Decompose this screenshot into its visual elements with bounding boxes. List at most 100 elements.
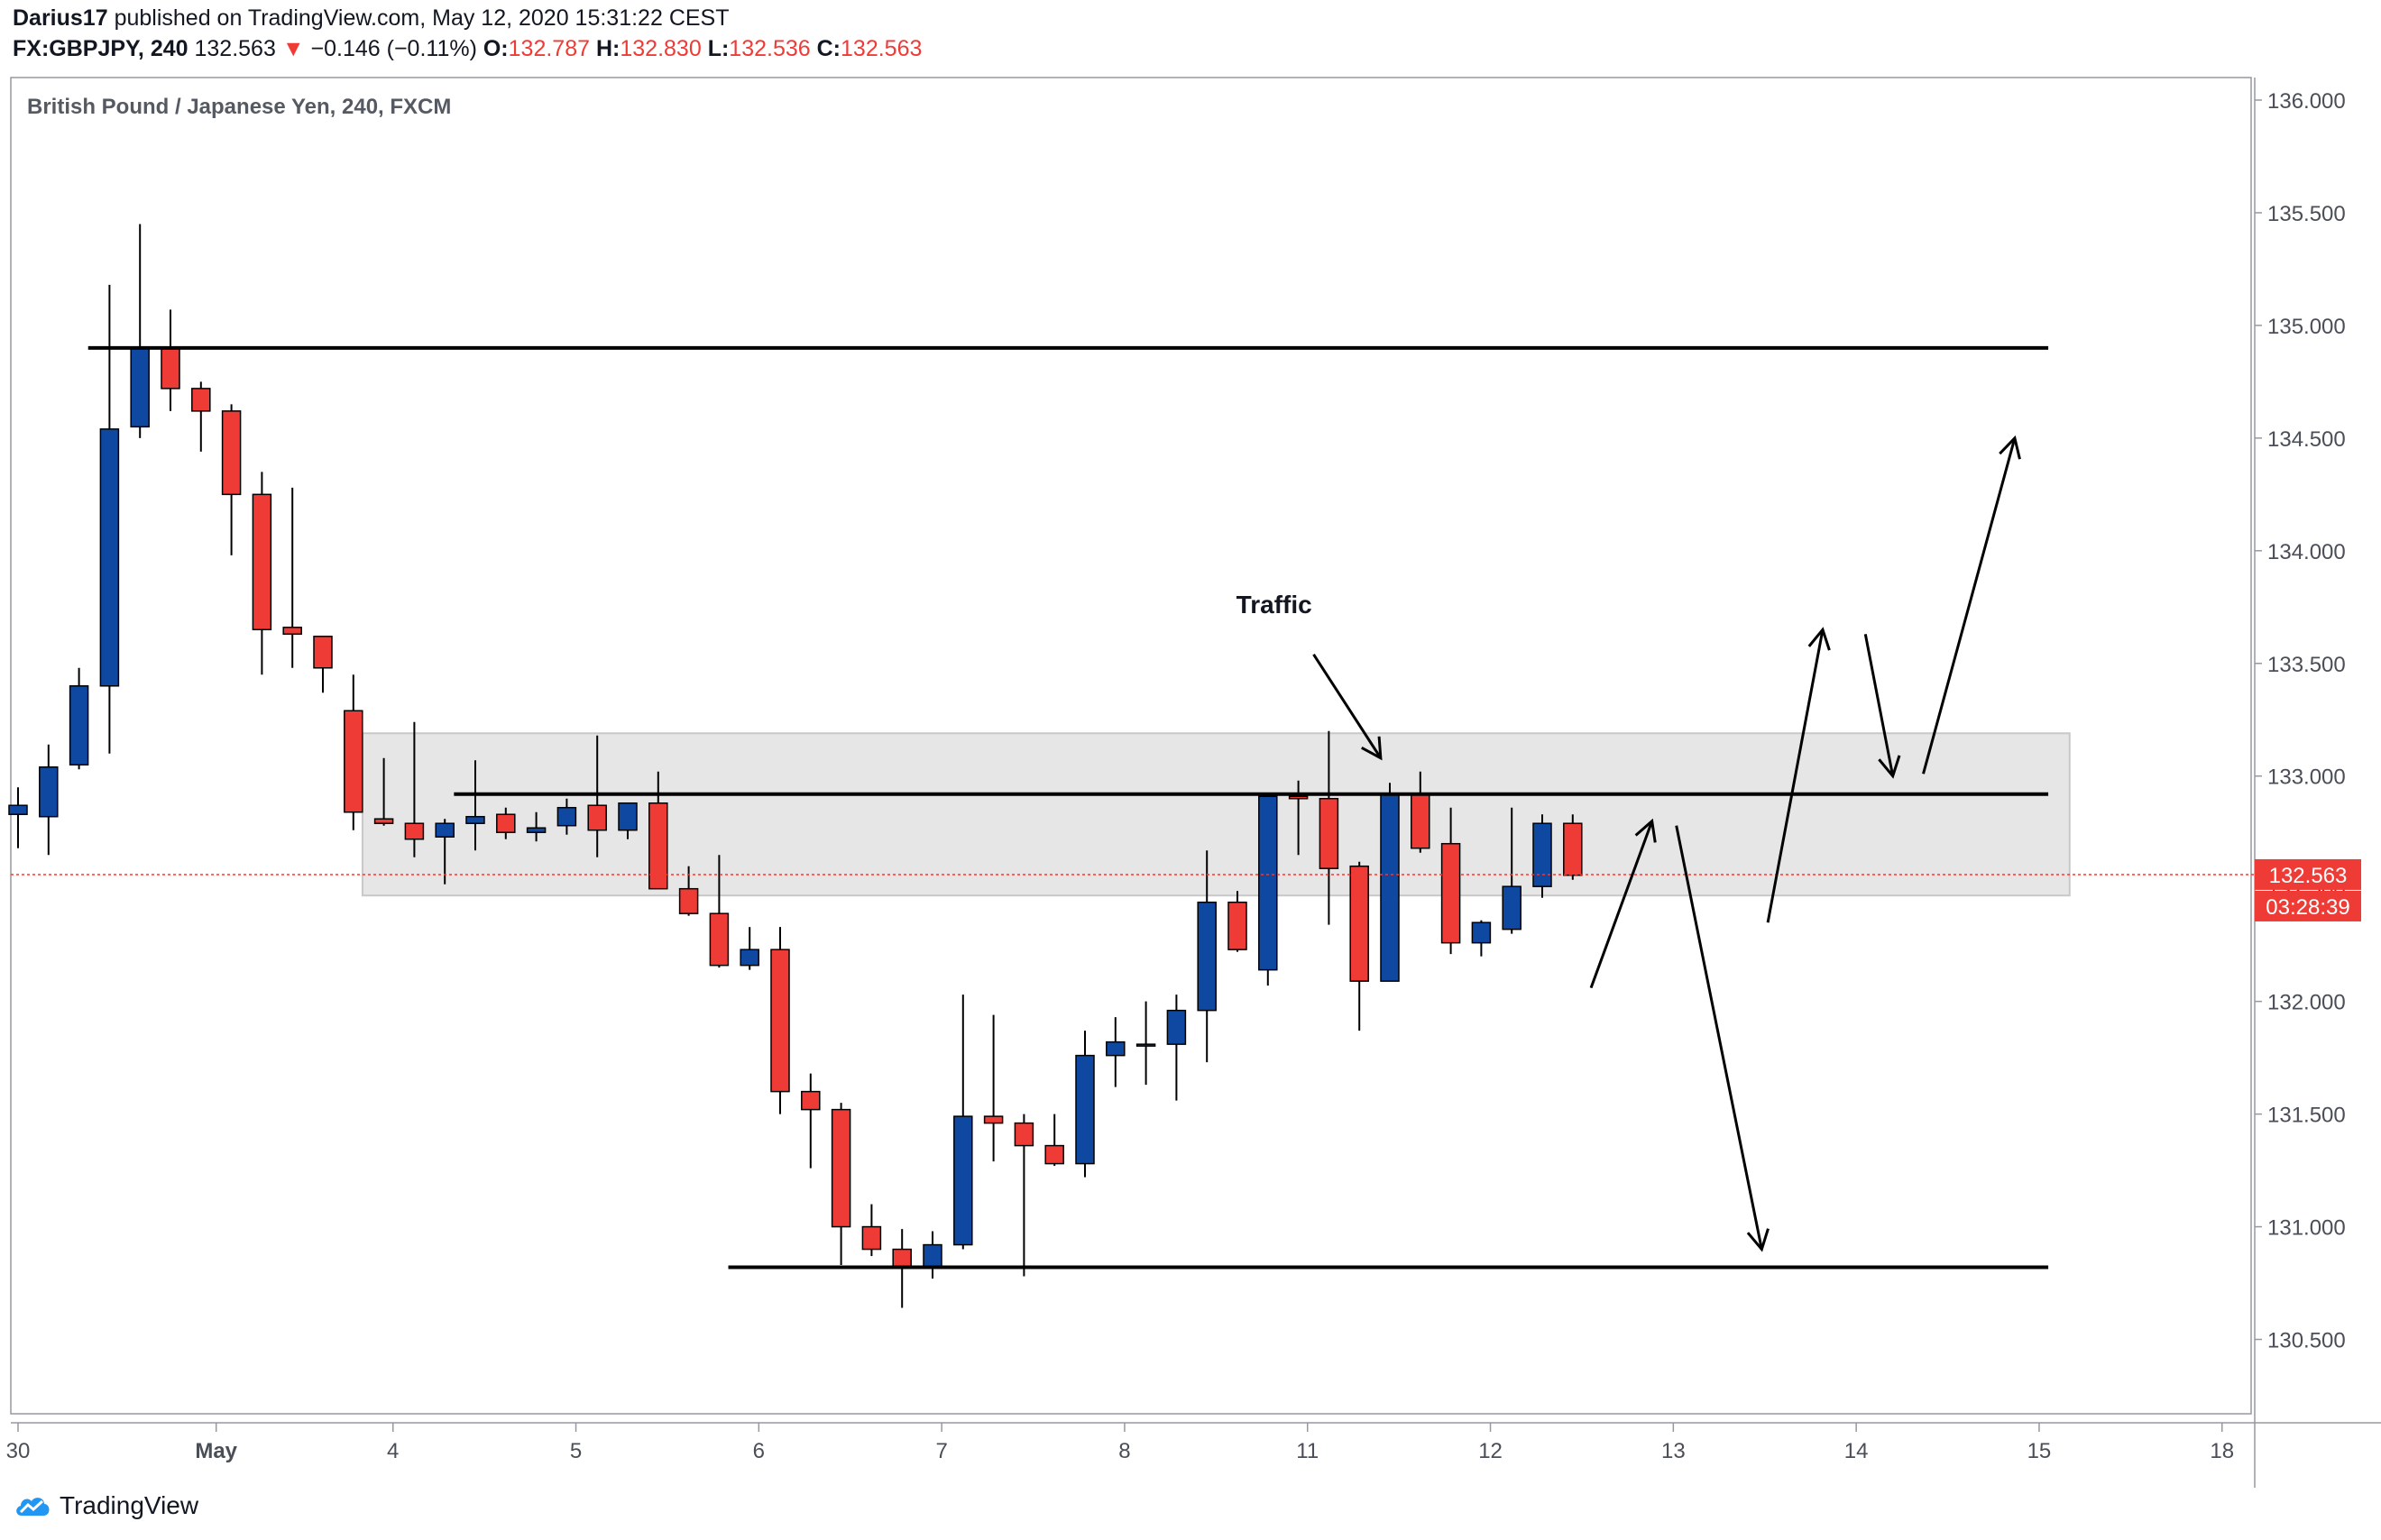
- candle-body: [313, 636, 333, 669]
- time-tick-label: 12: [1478, 1439, 1503, 1463]
- candle-body: [983, 1115, 1004, 1124]
- candle-body: [770, 949, 790, 1093]
- candle-body: [1532, 822, 1552, 887]
- candle-body: [1014, 1122, 1034, 1147]
- candle-body: [1471, 921, 1492, 944]
- price-tick-label: 131.500: [2267, 1104, 2346, 1128]
- candle-body: [1563, 822, 1583, 876]
- time-tick-label: 5: [570, 1439, 582, 1463]
- chart-title: British Pound / Japanese Yen, 240, FXCM: [27, 95, 452, 119]
- candle-body: [648, 802, 668, 890]
- price-tick-label: 135.000: [2267, 315, 2346, 339]
- time-tick-label: 30: [6, 1439, 31, 1463]
- low-value: 132.536: [729, 36, 811, 61]
- candle-body: [344, 710, 363, 813]
- traffic-arrow: [1312, 653, 1383, 761]
- candle-body: [1135, 1043, 1156, 1047]
- drop-arrow: [1675, 825, 1770, 1252]
- candle-body: [1380, 793, 1400, 982]
- candle-body: [1440, 842, 1461, 944]
- retest-arrow: [1863, 634, 1901, 779]
- plot-frame: [10, 77, 2252, 1415]
- price-tick-label: 130.500: [2267, 1329, 2346, 1353]
- time-tick-label: 18: [2210, 1439, 2234, 1463]
- candle-body: [404, 822, 425, 840]
- candle-body: [556, 806, 577, 827]
- candle-body: [923, 1243, 942, 1269]
- candle-body: [1166, 1009, 1187, 1045]
- publisher-name[interactable]: Darius17: [13, 5, 108, 31]
- candle-body: [1319, 797, 1339, 869]
- candle-body: [953, 1115, 973, 1246]
- price-tick-label: 131.000: [2267, 1216, 2346, 1241]
- candle-body: [1258, 795, 1278, 971]
- candle-body: [709, 912, 730, 967]
- tradingview-logo[interactable]: TradingView: [13, 1491, 198, 1520]
- symbol-info: FX:GBPJPY, 240 132.563 ▼ −0.146 (−0.11%)…: [13, 36, 922, 62]
- price-tick-label: 134.500: [2267, 427, 2346, 452]
- candle-body: [191, 388, 211, 412]
- candle-body: [161, 347, 180, 390]
- target-arrow: [1922, 435, 2021, 775]
- candle-body: [282, 627, 302, 636]
- time-tick-label: 7: [935, 1439, 947, 1463]
- symbol-label: FX:GBPJPY, 240: [13, 36, 188, 61]
- price-tick-label: 134.000: [2267, 540, 2346, 564]
- close-value: 132.563: [841, 36, 923, 61]
- time-tick-label: 13: [1661, 1439, 1686, 1463]
- last-price-tag: [2255, 858, 2361, 890]
- price-change: −0.146 (−0.11%): [310, 36, 477, 61]
- candle-body: [435, 822, 455, 838]
- candle-body: [831, 1108, 851, 1228]
- open-label: O:: [483, 36, 509, 61]
- candle-body: [496, 813, 516, 833]
- time-tick-label: 15: [2027, 1439, 2052, 1463]
- candle-body: [221, 410, 242, 496]
- time-tick-label: 6: [753, 1439, 765, 1463]
- time-tick-label: 4: [387, 1439, 399, 1463]
- candle-body: [1411, 793, 1430, 849]
- price-tick-label: 133.500: [2267, 653, 2346, 677]
- candle-body: [1106, 1040, 1126, 1057]
- candle-body: [892, 1248, 912, 1269]
- candle-body: [39, 765, 59, 818]
- candle-body: [1075, 1054, 1095, 1165]
- last-price: 132.563: [194, 36, 276, 61]
- candle-body: [1044, 1144, 1064, 1165]
- price-tick-label: 133.000: [2267, 765, 2346, 790]
- candle-body: [1288, 795, 1309, 800]
- countdown-label: 03:28:39: [2266, 895, 2349, 920]
- price-tick-label: 136.000: [2267, 89, 2346, 114]
- candle-body: [252, 493, 272, 631]
- candle-body: [69, 685, 89, 765]
- price-tick-label: 135.500: [2267, 202, 2346, 226]
- open-value: 132.787: [508, 36, 591, 61]
- candle-body: [130, 347, 150, 428]
- time-tick-label: 8: [1118, 1439, 1130, 1463]
- close-label: C:: [816, 36, 841, 61]
- candle-body: [801, 1090, 821, 1111]
- last-price-tag-label: 132.563: [2269, 864, 2348, 888]
- publish-info: Darius17 published on TradingView.com, M…: [13, 5, 730, 32]
- candle-body: [373, 818, 394, 824]
- candle-body: [526, 827, 547, 833]
- time-tick-label: May: [195, 1439, 237, 1463]
- candle-body: [587, 804, 607, 831]
- time-tick-label: 14: [1844, 1439, 1869, 1463]
- candle-body: [1349, 865, 1369, 982]
- candle-body: [1227, 901, 1247, 950]
- candle-body: [740, 949, 759, 967]
- time-tick-label: 11: [1296, 1439, 1319, 1463]
- price-tick-label: 132.000: [2267, 991, 2346, 1015]
- high-label: H:: [595, 36, 621, 61]
- candle-body: [99, 428, 120, 687]
- candle-body: [465, 815, 485, 824]
- candle-body: [8, 804, 28, 815]
- bounce-up-arrow: [1589, 818, 1657, 989]
- traffic-label: Traffic: [1236, 591, 1312, 619]
- tradingview-cloud-icon: [16, 1498, 50, 1516]
- candle-body: [1502, 885, 1521, 930]
- high-value: 132.830: [620, 36, 702, 61]
- candle-body: [678, 887, 699, 914]
